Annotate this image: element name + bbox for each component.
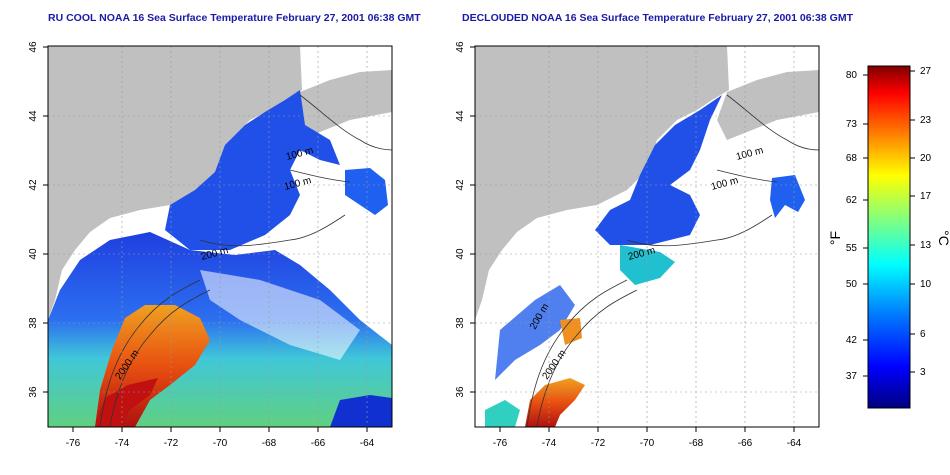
y-tick-label: 38 <box>455 317 466 329</box>
sea-blue-se-left <box>330 395 392 427</box>
sea-shelf-right <box>620 245 675 285</box>
x-tick-label: -64 <box>360 438 375 449</box>
map-right: 100 m 100 m 200 m 2000 m 200 m -76 -74 -… <box>455 41 820 449</box>
sea-cold-patch-right <box>770 175 805 218</box>
colorbar-c-tick: 10 <box>920 279 932 290</box>
y-tick-label: 40 <box>455 248 466 260</box>
grid-left <box>48 46 392 427</box>
colorbar-f-tick: 42 <box>846 335 858 346</box>
colorbar-c-tick: 13 <box>920 240 932 251</box>
map-title-right: DECLOUDED NOAA 16 Sea Surface Temperatur… <box>462 12 853 24</box>
gulfstream-core-left <box>95 378 158 427</box>
y-tick-label: 46 <box>455 41 466 53</box>
landmass-left <box>48 46 392 320</box>
x-tick-label: -66 <box>311 438 326 449</box>
colorbar-f-tick: 62 <box>846 195 858 206</box>
x-tick-label: -68 <box>689 438 704 449</box>
colorbar-c-tick: 6 <box>920 329 926 340</box>
grid-right <box>475 46 819 427</box>
x-tick-label: -74 <box>115 438 130 449</box>
colorbar: 80 73 68 62 55 50 42 37 27 23 20 17 13 1… <box>827 65 950 409</box>
y-tick-label: 38 <box>28 317 39 329</box>
contours-left <box>99 94 393 428</box>
y-tick-label: 36 <box>455 386 466 398</box>
colorbar-c-tick: 17 <box>920 191 932 202</box>
sea-cold-right <box>595 95 722 245</box>
colorbar-f-tick: 55 <box>846 243 858 254</box>
y-tick-label: 46 <box>28 41 39 53</box>
sea-cyan-sw-right <box>485 400 520 427</box>
colorbar-c-tick: 3 <box>920 367 926 378</box>
y-tick-label: 36 <box>28 386 39 398</box>
sea-orange-right <box>560 318 582 345</box>
sea-slope-right <box>495 285 575 380</box>
x-tick-label: -76 <box>493 438 508 449</box>
sea-cold-left <box>165 90 340 250</box>
y-tick-label: 42 <box>455 179 466 191</box>
x-tick-label: -64 <box>787 438 802 449</box>
colorbar-gradient <box>867 65 911 409</box>
contours-right <box>526 94 820 428</box>
sea-warm-right <box>525 378 585 427</box>
y-axis-left <box>43 46 48 393</box>
colorbar-c-tick: 20 <box>920 153 932 164</box>
y-axis-right <box>470 46 475 393</box>
y-tick-label: 40 <box>28 248 39 260</box>
colorbar-f-tick: 50 <box>846 279 858 290</box>
sea-cold-patch-left <box>345 168 388 215</box>
colorbar-f-tick: 37 <box>846 371 858 382</box>
x-tick-label: -74 <box>542 438 557 449</box>
y-tick-label: 42 <box>28 179 39 191</box>
x-tick-label: -70 <box>213 438 228 449</box>
x-axis-left <box>72 427 368 432</box>
colorbar-left-ticks <box>863 74 868 377</box>
x-tick-label: -66 <box>738 438 753 449</box>
map-left: 100 m 100 m 200 m 2000 m -76 -74 -72 -70 <box>28 41 393 449</box>
colorbar-c-tick: 23 <box>920 115 932 126</box>
x-tick-label: -72 <box>591 438 606 449</box>
colorbar-c-tick: 27 <box>920 66 932 77</box>
map-title-left: RU COOL NOAA 16 Sea Surface Temperature … <box>48 12 421 24</box>
x-tick-label: -70 <box>640 438 655 449</box>
colorbar-f-tick: 73 <box>846 119 858 130</box>
x-axis-right <box>499 427 795 432</box>
y-tick-label: 44 <box>28 110 39 122</box>
fahrenheit-label: °F <box>827 231 843 245</box>
landmass-right <box>475 46 819 320</box>
colorbar-f-tick: 68 <box>846 153 858 164</box>
y-tick-label: 44 <box>455 110 466 122</box>
colorbar-f-tick: 80 <box>846 70 858 81</box>
cloud-speckle-left <box>200 270 360 360</box>
colorbar-right-ticks <box>910 70 915 373</box>
x-tick-label: -68 <box>262 438 277 449</box>
celsius-label: °C <box>936 230 950 246</box>
x-tick-label: -76 <box>66 438 81 449</box>
x-tick-label: -72 <box>164 438 179 449</box>
